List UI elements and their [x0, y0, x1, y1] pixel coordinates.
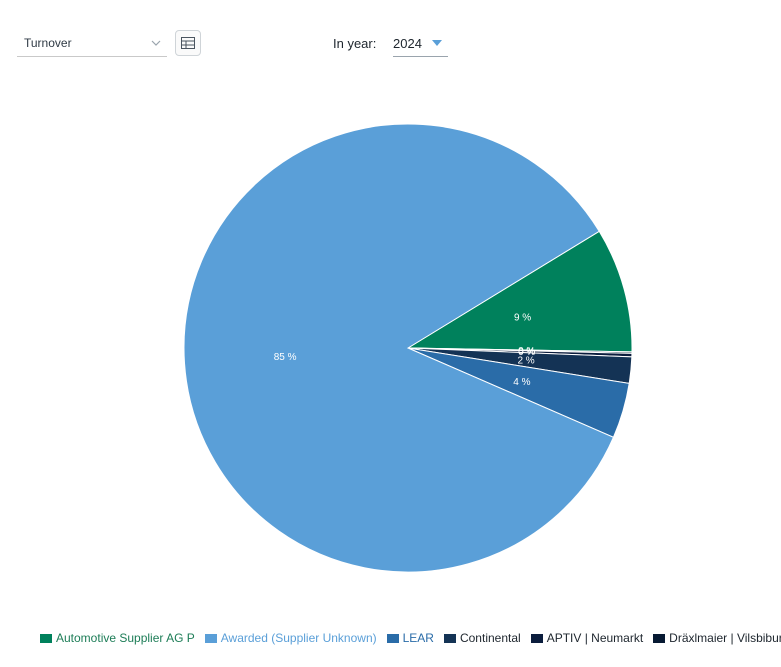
legend-swatch [204, 633, 217, 643]
pie-slice-0[interactable] [406, 230, 633, 353]
metric-select-value: Turnover [24, 36, 72, 50]
slice-data-label-1: 0 % [518, 346, 535, 357]
year-select[interactable]: 2024 [393, 29, 448, 57]
legend-swatch [530, 633, 543, 643]
legend-label: Dräxlmaier | Vilsbiburg [669, 631, 781, 645]
slice-data-label-0: 9 % [514, 312, 531, 323]
slice-data-label-5: 85 % [274, 352, 297, 363]
legend-item-2[interactable]: LEAR [386, 631, 434, 645]
legend-label: LEAR [402, 631, 434, 645]
slice-data-label-4: 4 % [513, 377, 530, 388]
year-label: In year: [333, 36, 377, 51]
legend-swatch [386, 633, 399, 643]
legend-label: Awarded (Supplier Unknown) [220, 631, 377, 645]
legend-swatch [653, 633, 666, 643]
caret-down-icon [432, 40, 442, 46]
legend-swatch [443, 633, 456, 643]
legend-item-4[interactable]: APTIV | Neumarkt [530, 631, 644, 645]
year-select-value: 2024 [393, 36, 422, 51]
chevron-down-icon [151, 40, 161, 46]
legend-item-3[interactable]: Continental [443, 631, 521, 645]
legend-item-5[interactable]: Dräxlmaier | Vilsbiburg [653, 631, 781, 645]
pie-slice-5[interactable] [183, 123, 615, 573]
legend-item-0[interactable]: Automotive Supplier AG P [40, 631, 195, 645]
metric-select[interactable]: Turnover [17, 29, 167, 57]
table-icon [181, 37, 195, 49]
slice-data-label-3: 2 % [517, 355, 534, 366]
chart-legend: Automotive Supplier AG P Awarded (Supplie… [40, 629, 781, 647]
chart-controls: Turnover In year: 2024 [0, 0, 781, 80]
pie-chart: 9 %0 %0 %2 %4 %85 % [183, 123, 633, 573]
legend-label: Automotive Supplier AG P [56, 631, 195, 645]
legend-swatch [40, 633, 52, 643]
legend-label: APTIV | Neumarkt [546, 631, 644, 645]
table-view-button[interactable] [175, 30, 201, 56]
legend-label: Continental [459, 631, 521, 645]
legend-item-1[interactable]: Awarded (Supplier Unknown) [204, 631, 377, 645]
slice-data-label-2: 0 % [518, 347, 535, 358]
